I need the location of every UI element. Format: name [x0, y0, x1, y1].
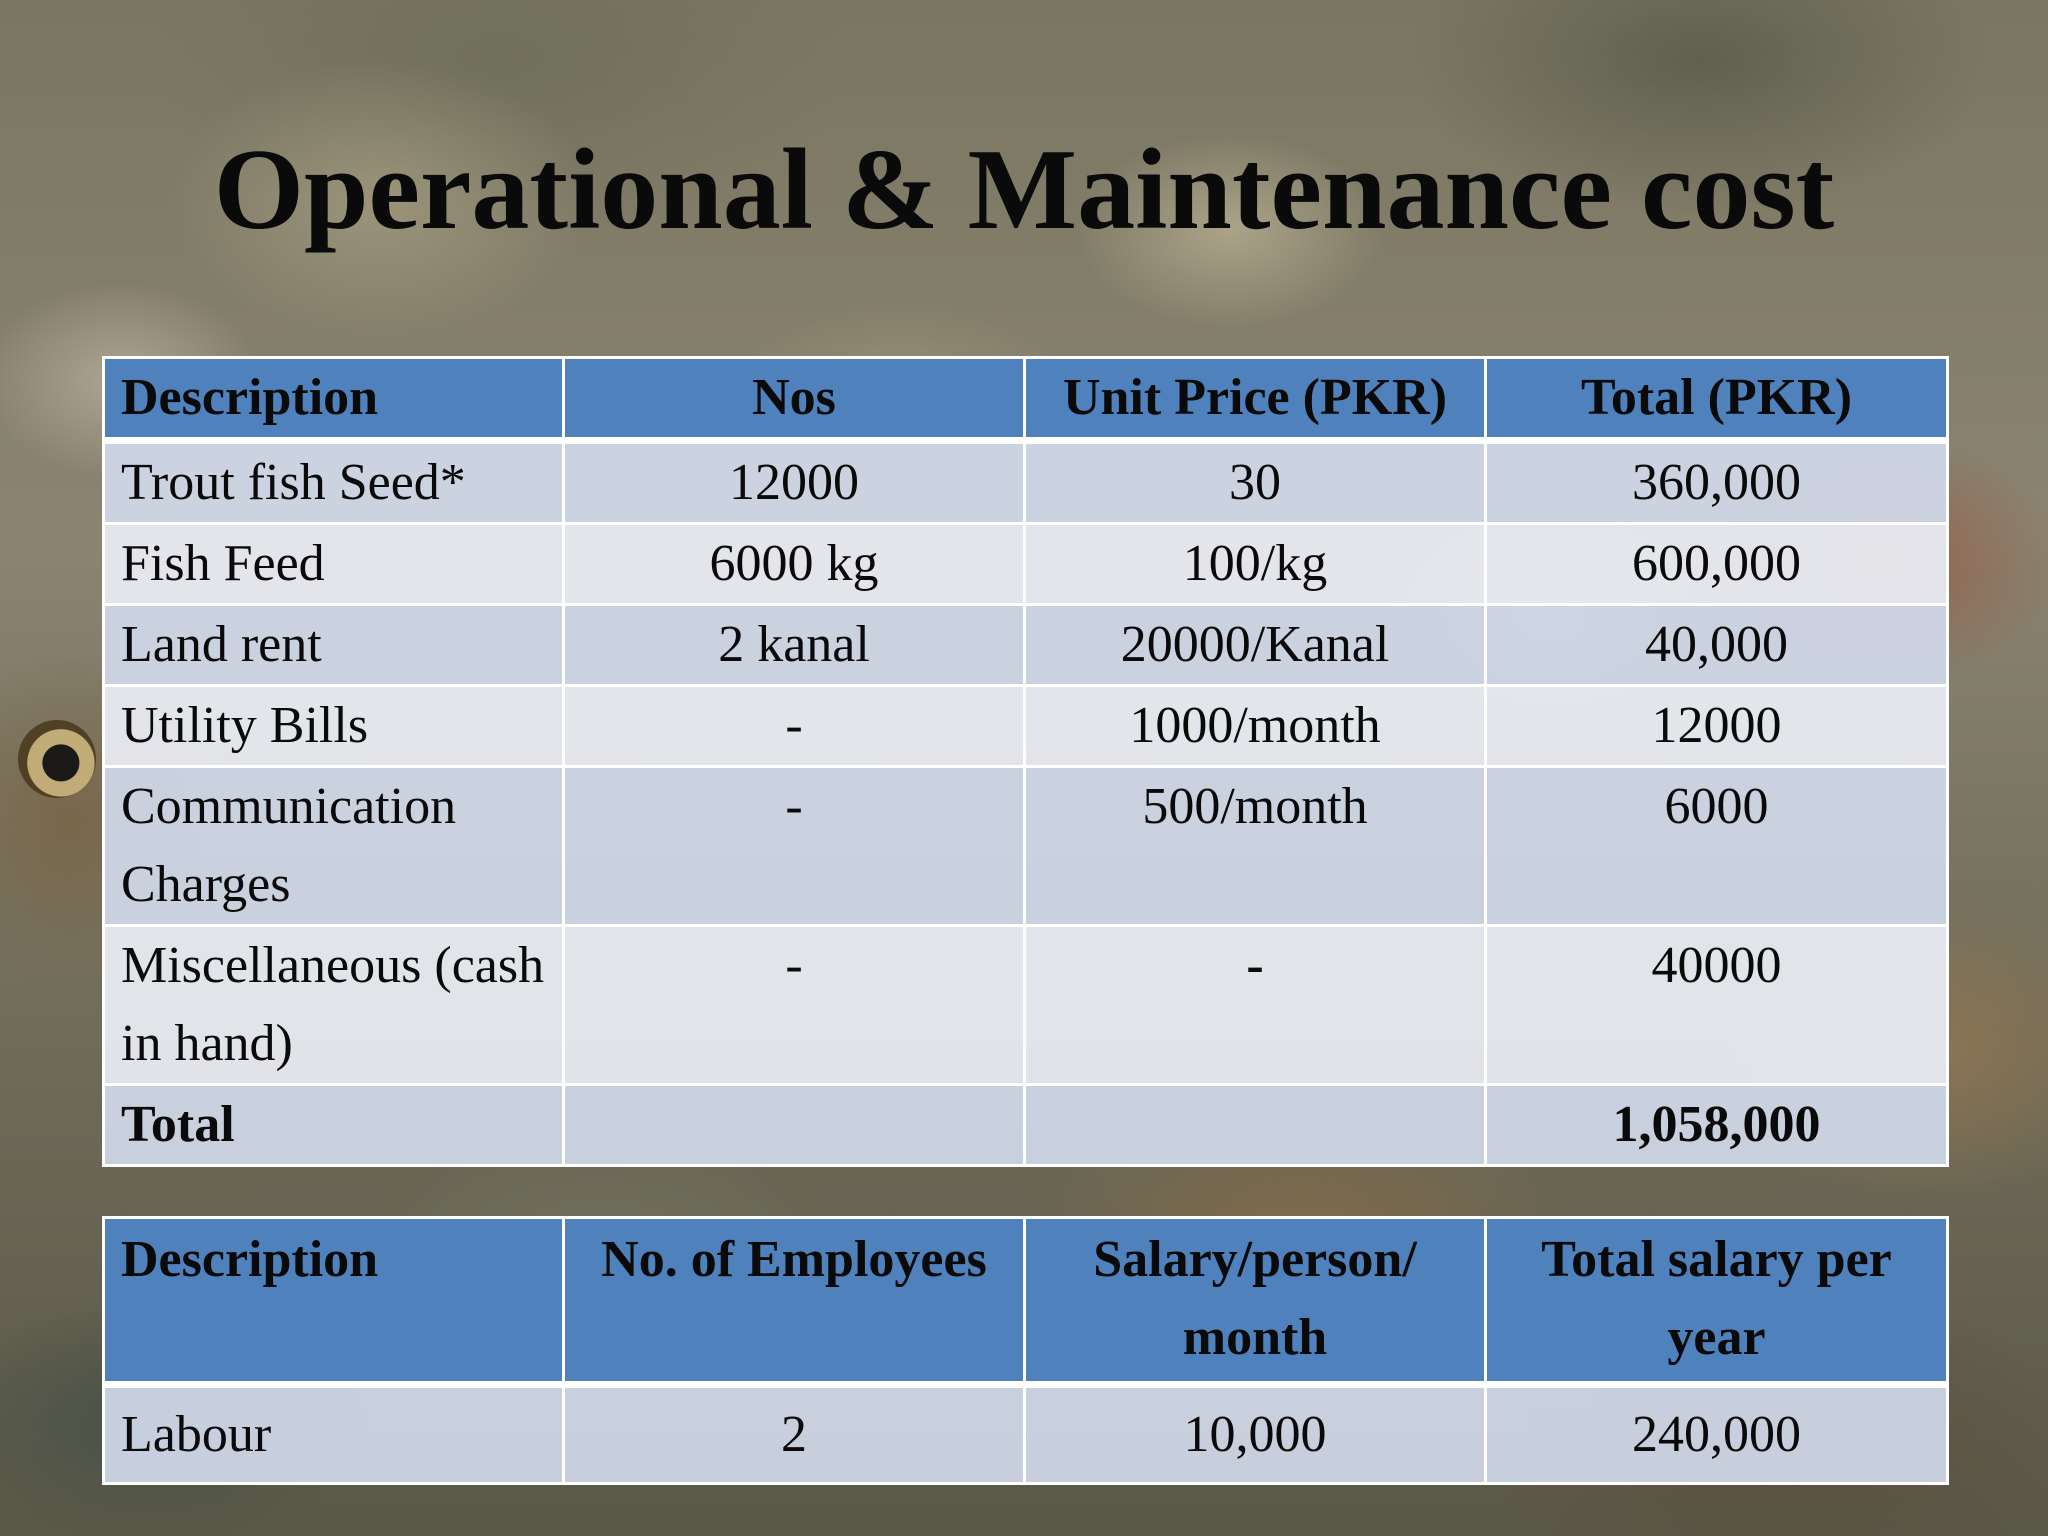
- table-row: Fish Feed 6000 kg 100/kg 600,000: [102, 522, 1949, 606]
- cell-description: Fish Feed: [102, 522, 565, 606]
- total-value: 1,058,000: [1484, 1083, 1949, 1167]
- cost-table-header-row: Description Nos Unit Price (PKR) Total (…: [102, 356, 1949, 444]
- fish-eye-decoration: [18, 720, 96, 798]
- total-row: Total 1,058,000: [102, 1083, 1949, 1167]
- table-row: Utility Bills - 1000/month 12000: [102, 684, 1949, 768]
- total-label: Total: [102, 1083, 565, 1167]
- header-nos: Nos: [562, 356, 1026, 444]
- header-employees: No. of Employees: [562, 1216, 1026, 1388]
- table-row: Trout fish Seed* 12000 30 360,000: [102, 439, 1949, 525]
- cell-description: Utility Bills: [102, 684, 565, 768]
- cell-unit-price: -: [1023, 924, 1487, 1086]
- cell-nos: 2 kanal: [562, 603, 1026, 687]
- cell-unit-price: 500/month: [1023, 765, 1487, 927]
- total-unit-price: [1023, 1083, 1487, 1167]
- cell-employees: 2: [562, 1383, 1026, 1485]
- cell-description: Communication Charges: [102, 765, 565, 927]
- header-unit-price: Unit Price (PKR): [1023, 356, 1487, 444]
- header-description: Description: [102, 1216, 565, 1388]
- cell-nos: -: [562, 684, 1026, 768]
- cell-unit-price: 100/kg: [1023, 522, 1487, 606]
- cell-total: 40000: [1484, 924, 1949, 1086]
- cell-total: 600,000: [1484, 522, 1949, 606]
- header-total-salary: Total salary per year: [1484, 1216, 1949, 1388]
- total-nos: [562, 1083, 1026, 1167]
- cell-nos: 6000 kg: [562, 522, 1026, 606]
- table-row: Labour 2 10,000 240,000: [102, 1383, 1949, 1485]
- table-row: Miscellaneous (cash in hand) - - 40000: [102, 924, 1949, 1086]
- salary-table: Description No. of Employees Salary/pers…: [102, 1216, 1949, 1485]
- cell-salary: 10,000: [1023, 1383, 1487, 1485]
- salary-table-header-row: Description No. of Employees Salary/pers…: [102, 1216, 1949, 1388]
- table-row: Land rent 2 kanal 20000/Kanal 40,000: [102, 603, 1949, 687]
- cell-description: Trout fish Seed*: [102, 439, 565, 525]
- slide-title: Operational & Maintenance cost: [213, 126, 1835, 254]
- cell-total: 6000: [1484, 765, 1949, 927]
- table-row: Communication Charges - 500/month 6000: [102, 765, 1949, 927]
- cell-unit-price: 20000/Kanal: [1023, 603, 1487, 687]
- cell-unit-price: 1000/month: [1023, 684, 1487, 768]
- cell-total: 360,000: [1484, 439, 1949, 525]
- cell-description: Land rent: [102, 603, 565, 687]
- header-salary: Salary/person/ month: [1023, 1216, 1487, 1388]
- header-description: Description: [102, 356, 565, 444]
- header-total: Total (PKR): [1484, 356, 1949, 444]
- cell-nos: -: [562, 924, 1026, 1086]
- cost-table: Description Nos Unit Price (PKR) Total (…: [102, 356, 1949, 1167]
- cell-nos: -: [562, 765, 1026, 927]
- cell-total: 40,000: [1484, 603, 1949, 687]
- cell-description: Miscellaneous (cash in hand): [102, 924, 565, 1086]
- cell-unit-price: 30: [1023, 439, 1487, 525]
- cell-description: Labour: [102, 1383, 565, 1485]
- cell-nos: 12000: [562, 439, 1026, 525]
- cell-total: 12000: [1484, 684, 1949, 768]
- cell-total-salary: 240,000: [1484, 1383, 1949, 1485]
